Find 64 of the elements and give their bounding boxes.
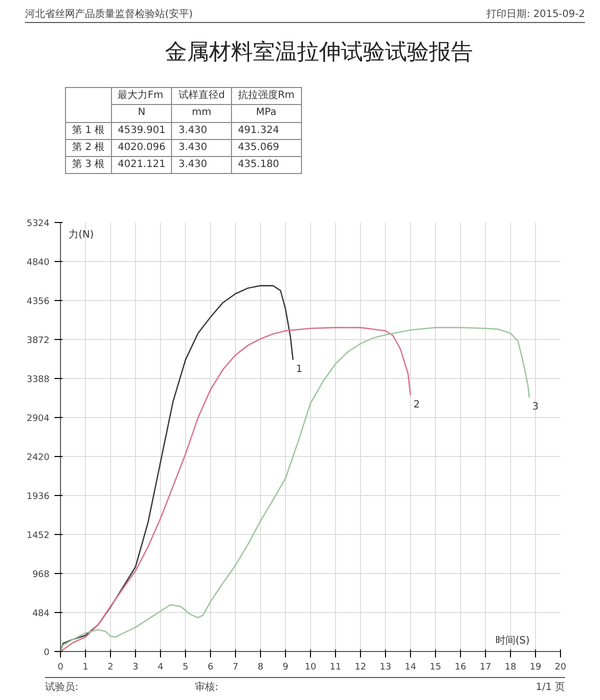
x-tick-label: 5 (182, 662, 188, 672)
text: 审核: (195, 681, 220, 695)
y-tick-label: 5324 (26, 219, 50, 229)
series-label: 2 (414, 399, 420, 410)
text: 第 2 根 (66, 139, 112, 157)
x-tick-label: 13 (380, 662, 392, 672)
text: 491.324 (231, 122, 302, 140)
text: MPa (231, 104, 302, 122)
chart-title: 金属材料室温拉伸试验试验报告 (165, 39, 473, 67)
x-tick-label: 19 (530, 662, 542, 672)
text: 3.430 (172, 156, 232, 174)
text: N (111, 104, 172, 122)
x-tick-label: 1 (82, 662, 88, 672)
y-tick-label: 4840 (26, 258, 50, 268)
y-tick-label: 2904 (26, 414, 50, 424)
x-tick-label: 17 (480, 662, 492, 672)
x-tick-label: 10 (304, 662, 316, 672)
x-tick-label: 12 (354, 662, 366, 672)
y-tick-label: 3388 (26, 375, 50, 385)
y-tick-label: 968 (32, 570, 50, 580)
x-tick-label: 15 (430, 662, 442, 672)
text: 试样直径d (172, 88, 232, 105)
y-tick-label: 3872 (26, 336, 50, 346)
y-tick-label: 2420 (26, 453, 50, 463)
text: 最大力Fm (111, 88, 172, 105)
y-axis-title: 力(N) (68, 228, 94, 240)
line-series (60, 326, 412, 652)
x-axis-title: 时间(S) (496, 634, 530, 646)
text: 打印日期: 2015-09-2 (486, 8, 585, 22)
y-tick-label: 1452 (26, 531, 50, 541)
x-tick-label: 14 (404, 662, 416, 672)
x-tick-label: 6 (208, 662, 214, 672)
x-tick-label: 11 (330, 662, 342, 672)
x-tick-label: 7 (232, 662, 238, 672)
x-tick-label: 3 (132, 662, 138, 672)
y-tick-label: 0 (44, 648, 50, 658)
x-tick-label: 0 (58, 662, 64, 672)
x-tick-label: 9 (282, 662, 289, 672)
text: 4021.121 (111, 156, 172, 174)
y-tick-label: 1936 (26, 492, 50, 502)
text: 河北省丝网产品质量监督检验站(安平) (25, 8, 193, 22)
text: 抗拉强度Rm (231, 88, 302, 105)
text: 435.069 (231, 139, 302, 157)
series-label: 1 (296, 364, 302, 375)
x-tick-label: 16 (454, 662, 466, 672)
x-tick-label: 2 (108, 662, 114, 672)
y-tick-label: 484 (32, 609, 50, 619)
text: 4539.901 (111, 122, 172, 140)
x-tick-label: 8 (258, 662, 264, 672)
text: 第 3 根 (66, 156, 112, 174)
series-label: 3 (532, 402, 539, 413)
y-tick-label: 4356 (26, 297, 50, 307)
text: mm (172, 104, 232, 122)
text: 435.180 (231, 156, 302, 174)
text: 3.430 (172, 122, 232, 140)
text: 第 1 根 (66, 122, 112, 140)
text: 3.430 (172, 139, 232, 157)
line-series (60, 326, 530, 652)
x-tick-label: 4 (158, 662, 164, 672)
x-tick-label: 18 (504, 662, 516, 672)
text: 4020.096 (111, 139, 172, 157)
x-tick-label: 20 (554, 662, 566, 672)
text: 试验员: (45, 681, 80, 695)
text: 1/1 页 (536, 681, 565, 695)
